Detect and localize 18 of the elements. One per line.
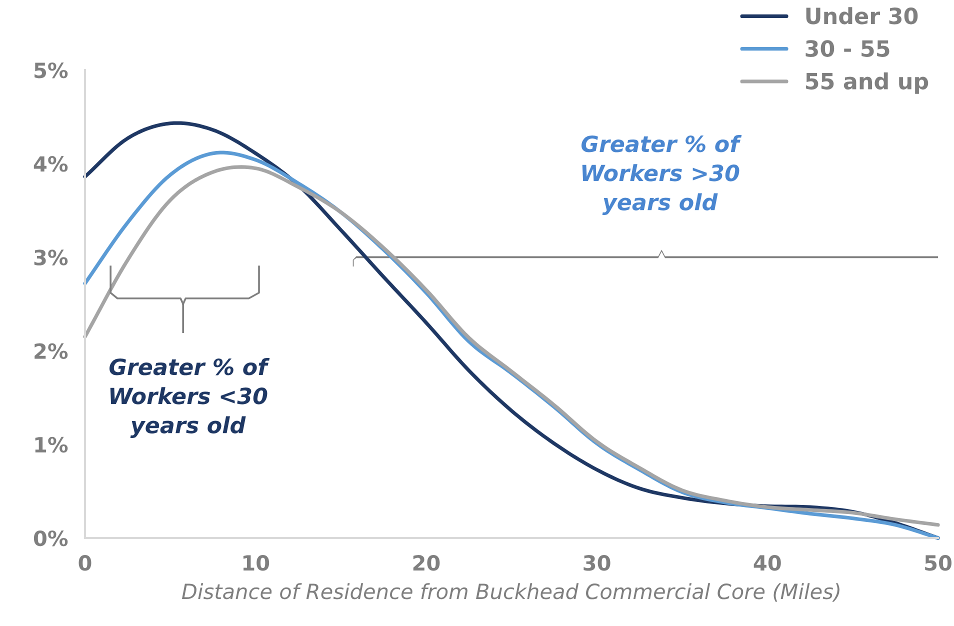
x-tick-label: 10 <box>243 555 270 571</box>
y-tick-label: 4% <box>34 156 68 172</box>
legend-label: 55 and up <box>806 72 928 94</box>
x-tick-label: 0 <box>78 555 92 571</box>
y-tick-label: 1% <box>35 436 68 453</box>
y-tick-label: 3% <box>34 250 68 266</box>
legend-label: Under 30 <box>806 7 918 24</box>
legend-label: 30 - 55 <box>806 40 890 57</box>
x-tick-label: 40 <box>754 555 781 571</box>
x-tick-label: 50 <box>925 555 952 571</box>
x-tick-label: 20 <box>413 555 440 571</box>
y-tick-label: 2% <box>34 343 68 360</box>
annotation: Greater % of Workers >30 years old <box>582 135 742 215</box>
annotation: Greater % of Workers <30 years old <box>110 358 270 438</box>
y-tick-label: 0% <box>34 530 68 546</box>
x-tick-label: 30 <box>584 555 610 571</box>
y-tick-label: 5% <box>34 62 68 78</box>
x-axis-title: Distance of Residence from Buckhead Commercial Core (Miles) <box>182 583 840 602</box>
